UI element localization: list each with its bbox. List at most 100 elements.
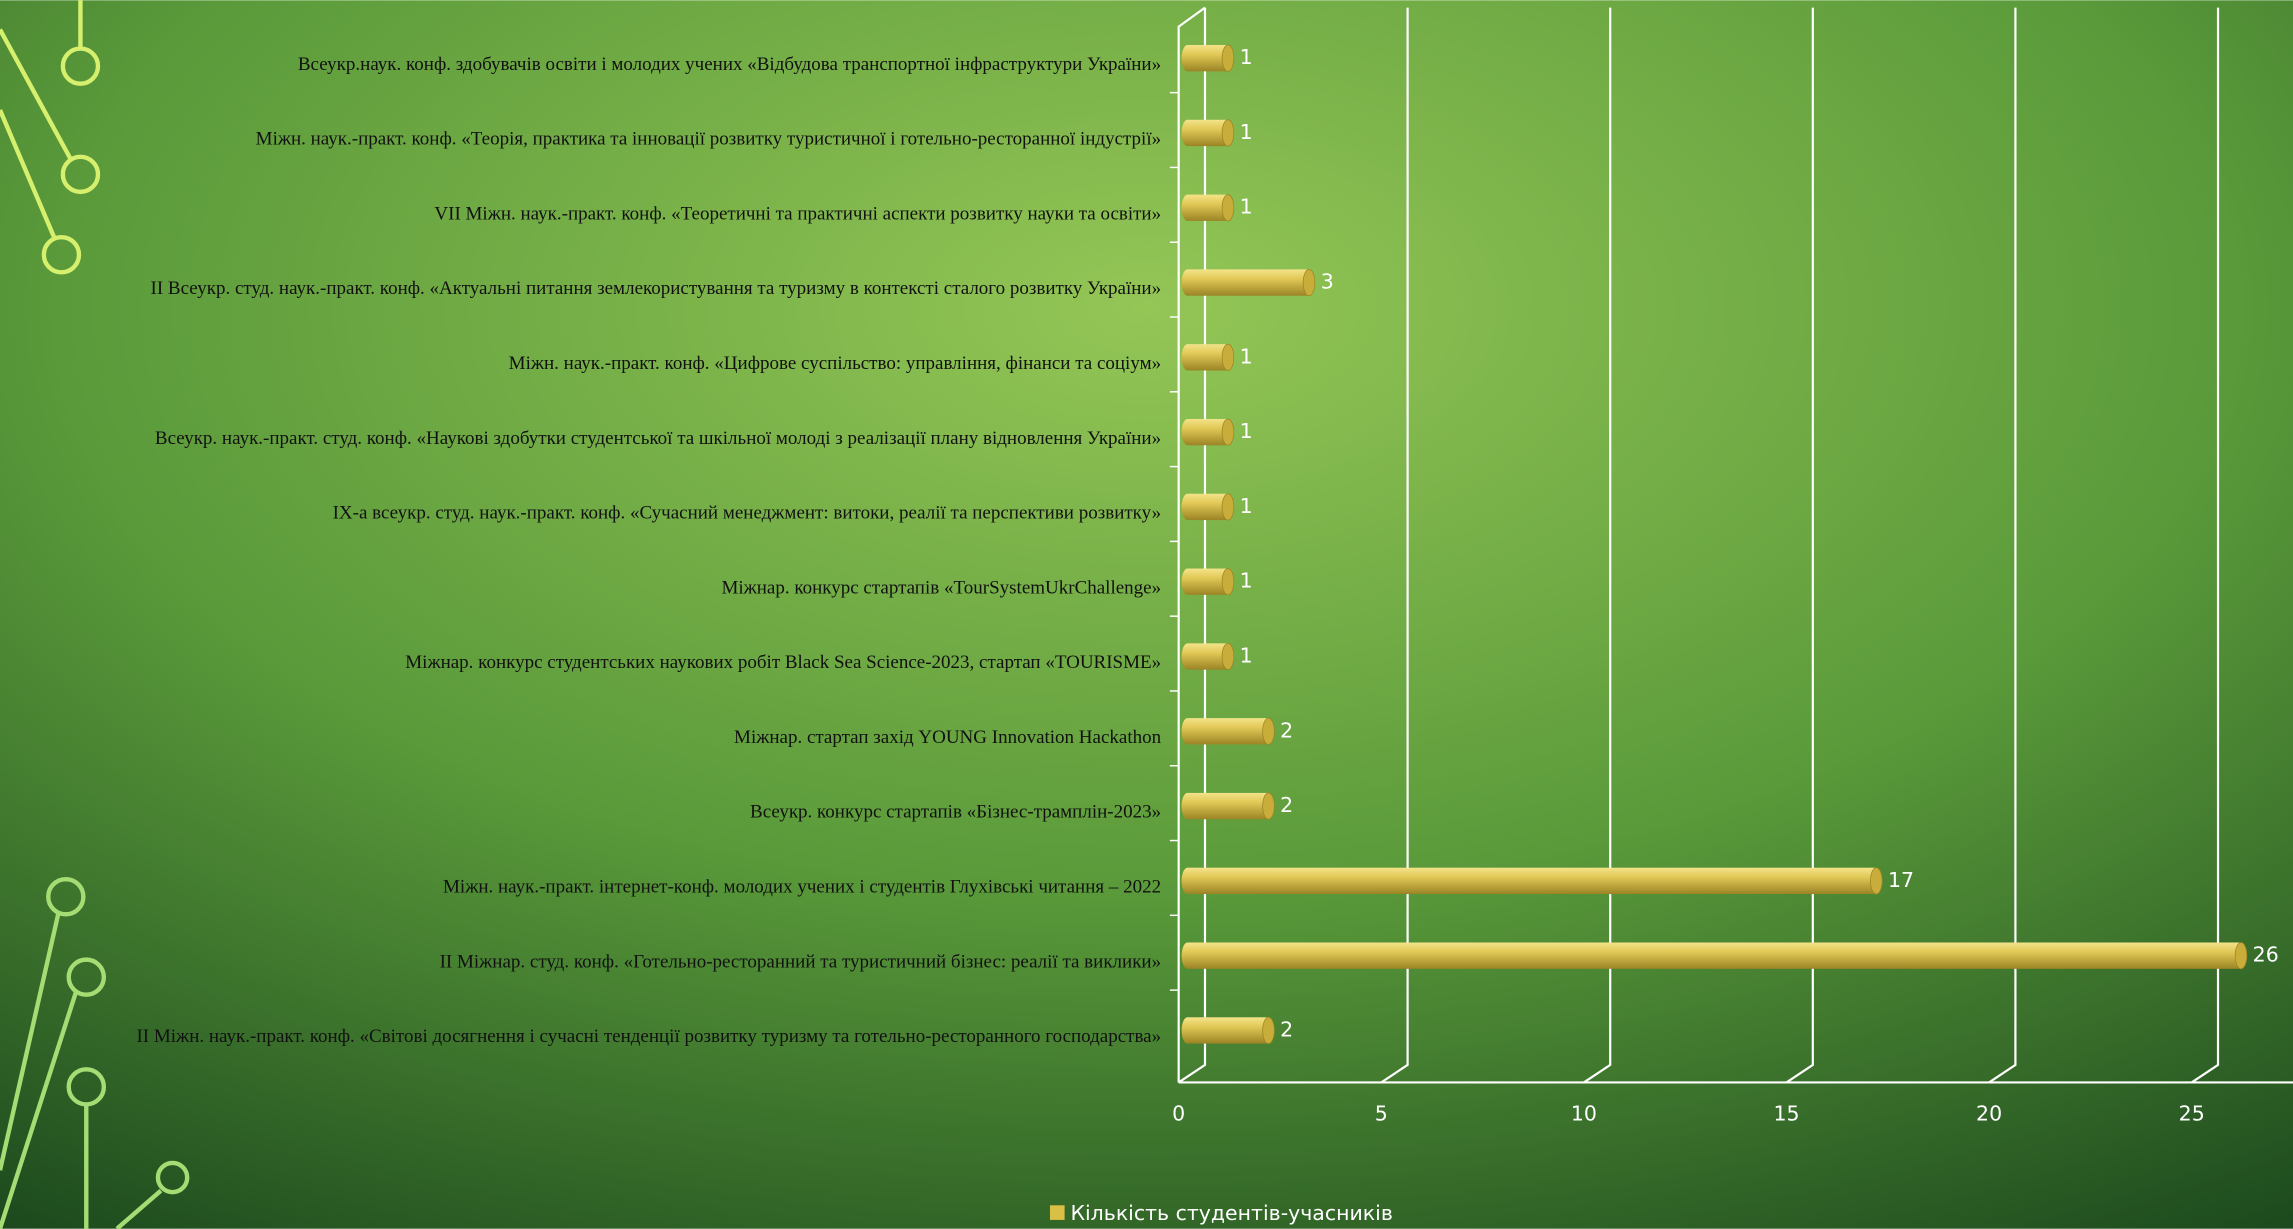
bar — [1181, 194, 1235, 222]
bar-body — [1187, 119, 1228, 147]
value-label: 2 — [1280, 793, 1293, 817]
bar-base — [1181, 45, 1194, 72]
category-label: Міжн. наук.-практ. конф. «Теорія, практи… — [256, 129, 1161, 150]
bar-base — [1181, 269, 1194, 296]
bar — [1181, 493, 1235, 521]
value-label: 1 — [1240, 195, 1253, 219]
legend-swatch — [1049, 1205, 1065, 1220]
x-tick-label: 15 — [1773, 1102, 1799, 1126]
bar-cap — [1221, 642, 1235, 671]
value-label: 1 — [1240, 344, 1253, 368]
decoration — [0, 0, 190, 1229]
grid-line — [1785, 7, 1814, 1084]
bar-body — [1187, 867, 1877, 895]
bar-cap — [1262, 1016, 1275, 1044]
bar-base — [1181, 643, 1194, 670]
bar-cap — [1870, 867, 1883, 895]
category-label: II Міжн. наук.-практ. конф. «Світові дос… — [136, 1026, 1161, 1047]
value-label: 2 — [1280, 1017, 1293, 1041]
bar-cap — [1221, 418, 1235, 446]
bar — [1181, 1016, 1275, 1044]
bar-body — [1187, 493, 1228, 521]
category-label: Міжнар. стартап захід YOUNG Innovation H… — [734, 727, 1162, 748]
bar-body — [1187, 344, 1228, 371]
bar-cap — [1221, 119, 1235, 147]
value-label: 2 — [1280, 718, 1293, 742]
x-tick-label: 5 — [1375, 1102, 1388, 1126]
value-label: 1 — [1240, 419, 1253, 443]
category-label: II Міжнар. студ. конф. «Готельно-рестора… — [440, 951, 1162, 972]
bar-body — [1187, 269, 1310, 296]
x-tick-label: 20 — [1976, 1102, 2002, 1126]
bar-body — [1187, 792, 1269, 820]
bar-cap — [2234, 942, 2248, 970]
category-label: Всеукр. конкурс стартапів «Бізнес-трампл… — [750, 802, 1161, 823]
bar — [1181, 269, 1316, 297]
bar-body — [1187, 45, 1228, 72]
bar-base — [1181, 942, 1194, 969]
category-label: Міжнар. конкурс студентських наукових ро… — [405, 652, 1161, 673]
bar-base — [1181, 792, 1194, 820]
bar-body — [1187, 643, 1228, 670]
value-label: 1 — [1240, 494, 1253, 518]
bar-base — [1181, 344, 1194, 371]
grid-line — [1380, 7, 1409, 1084]
category-label: II Всеукр. студ. наук.-практ. конф. «Акт… — [151, 278, 1162, 299]
value-label: 26 — [2253, 943, 2279, 967]
x-tick-label: 25 — [2179, 1102, 2205, 1126]
bar — [1181, 792, 1275, 820]
bar-base — [1181, 418, 1194, 446]
bar-cap — [1221, 44, 1235, 72]
bar-body — [1187, 568, 1228, 595]
bar-body — [1187, 194, 1228, 221]
category-label: Міжн. наук.-практ. конф. «Цифрове суспіл… — [509, 353, 1161, 374]
bar — [1181, 568, 1235, 596]
bar-base — [1181, 867, 1194, 895]
value-label: 1 — [1240, 569, 1253, 593]
value-label: 1 — [1240, 643, 1253, 667]
bar-base — [1181, 718, 1194, 745]
x-tick-label: 0 — [1172, 1102, 1185, 1126]
value-label: 1 — [1240, 45, 1253, 69]
bar-cap — [1221, 568, 1235, 596]
bar-cap — [1262, 717, 1275, 745]
bar-base — [1181, 194, 1194, 221]
bar-cap — [1221, 343, 1235, 371]
bar — [1181, 942, 2248, 970]
bar-base — [1181, 493, 1194, 521]
grid-line — [1583, 7, 1612, 1084]
category-label: VII Міжн. наук.-практ. конф. «Теоретичні… — [434, 203, 1161, 224]
bar-cap — [1221, 194, 1235, 222]
bar — [1181, 867, 1883, 895]
category-label: Всеукр. наук.-практ. студ. конф. «Науков… — [155, 428, 1161, 449]
bar-body — [1187, 942, 2241, 969]
bar-cap — [1262, 792, 1275, 820]
x-tick-label: 10 — [1571, 1102, 1597, 1126]
bar — [1181, 418, 1235, 446]
bar-body — [1187, 418, 1228, 446]
category-label: Міжн. наук.-практ. інтернет-конф. молоди… — [443, 877, 1161, 898]
grid-line — [2191, 7, 2220, 1084]
bar — [1181, 343, 1235, 371]
value-label: 17 — [1888, 868, 1914, 892]
bar-base — [1181, 1017, 1194, 1044]
bar-base — [1181, 119, 1194, 147]
value-label: 3 — [1321, 270, 1334, 294]
legend-label: Кількість студентів-учасників — [1070, 1201, 1392, 1225]
grid-line — [1988, 7, 2017, 1084]
category-label: Всеукр.наук. конф. здобувачів освіти і м… — [298, 54, 1161, 75]
value-label: 1 — [1240, 120, 1253, 144]
bar-base — [1181, 568, 1194, 595]
bar — [1181, 717, 1275, 745]
bar — [1181, 642, 1235, 671]
bar-body — [1187, 1017, 1269, 1044]
bar — [1181, 119, 1235, 147]
bar-cap — [1221, 493, 1235, 521]
bar-cap — [1302, 269, 1316, 297]
bar-body — [1187, 718, 1269, 745]
bar — [1181, 44, 1235, 72]
category-label: Міжнар. конкурс стартапів «TourSystemUkr… — [721, 577, 1161, 598]
